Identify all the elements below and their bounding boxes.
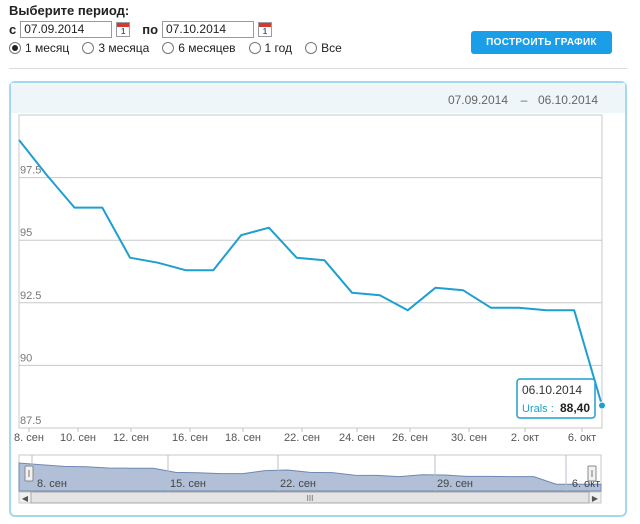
chart-header-band: [11, 83, 625, 113]
tooltip-series-label: Urals :: [522, 403, 554, 415]
x-tick-label: 24. сен: [339, 432, 375, 444]
period-title: Выберите период:: [9, 3, 130, 18]
scroll-right-arrow-icon: ▶: [592, 494, 599, 503]
navigator-label: 8. сен: [37, 478, 67, 490]
radio-label: 3 месяца: [98, 41, 150, 55]
scrollbar-grip: III: [307, 494, 314, 503]
range-from-label: 07.09.2014: [448, 93, 508, 107]
scrollbar-thumb[interactable]: [30, 491, 590, 504]
radio-button[interactable]: [82, 42, 95, 54]
calendar-icon[interactable]: 1: [116, 21, 131, 37]
to-date-input[interactable]: [162, 20, 255, 38]
build-chart-button[interactable]: ПОСТРОИТЬ ГРАФИК: [471, 31, 612, 54]
calendar-icon-day: 1: [262, 26, 268, 36]
tooltip-box: [516, 378, 596, 419]
x-tick-label: 26. сен: [392, 432, 428, 444]
radio-1-month[interactable]: 1 месяц: [9, 41, 69, 55]
from-date-input[interactable]: [20, 20, 113, 38]
radio-label: Все: [321, 41, 342, 55]
radio-all[interactable]: Все: [305, 41, 342, 55]
navigator-label: 29. сен: [437, 478, 473, 490]
plot-area: [18, 114, 603, 429]
x-tick-label: 12. сен: [113, 432, 149, 444]
radio-1-year[interactable]: 1 год: [248, 41, 293, 55]
radio-button[interactable]: [248, 42, 261, 54]
date-row: с 1 по 1: [9, 20, 284, 38]
radio-label: 1 месяц: [25, 41, 70, 55]
calendar-icon-day: 1: [121, 26, 126, 36]
x-tick-label: 30. сен: [451, 432, 487, 444]
navigator-label: 15. сен: [170, 478, 206, 490]
calendar-icon[interactable]: 1: [258, 21, 273, 37]
scroll-left-arrow-icon: ◀: [22, 494, 29, 503]
radio-label: 1 год: [264, 41, 293, 55]
range-to-label: 06.10.2014: [538, 93, 598, 107]
radio-button[interactable]: [9, 42, 21, 54]
y-tick-label: 90: [20, 352, 32, 364]
navigator-label: 22. сен: [280, 478, 316, 490]
radio-label: 6 месяцев: [178, 41, 236, 55]
y-tick-label: 97.5: [20, 165, 41, 177]
y-tick-label: 92.5: [20, 290, 41, 302]
x-tick-label: 18. сен: [225, 432, 261, 444]
x-tick-label: 8. сен: [14, 432, 44, 444]
x-tick-label: 16. сен: [172, 432, 208, 444]
x-tick-label: 22. сен: [284, 432, 320, 444]
tooltip-value: 88,40: [560, 401, 590, 415]
separator: [9, 68, 627, 69]
y-tick-label: 87.5: [20, 415, 41, 427]
radio-button[interactable]: [162, 42, 175, 54]
tooltip-date: 06.10.2014: [522, 383, 582, 397]
x-tick-label: 10. сен: [60, 432, 96, 444]
x-tick-label: 2. окт: [511, 432, 539, 444]
from-label: с: [9, 21, 17, 37]
period-radio-group: 1 месяц 3 месяца 6 месяцев 1 год Все: [9, 41, 355, 55]
x-tick-label: 6. окт: [568, 432, 596, 444]
series-line-urals: [18, 139, 603, 406]
radio-6-months[interactable]: 6 месяцев: [162, 41, 236, 55]
radio-3-months[interactable]: 3 месяца: [82, 41, 149, 55]
to-label: по: [142, 21, 159, 37]
navigator-series-area: [18, 462, 602, 492]
y-tick-label: 95: [20, 227, 32, 239]
range-dash: –: [521, 93, 528, 107]
radio-button[interactable]: [305, 42, 318, 54]
last-point-marker: [598, 401, 606, 410]
